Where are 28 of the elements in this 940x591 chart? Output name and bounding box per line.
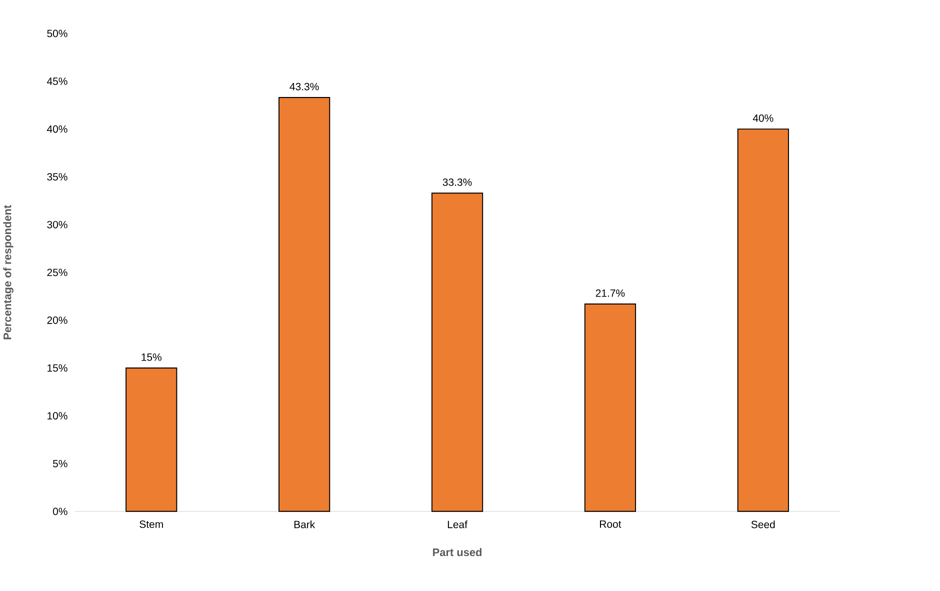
y-tick-label: 50% bbox=[47, 30, 68, 38]
bar bbox=[278, 97, 330, 512]
y-tick-label: 15% bbox=[48, 364, 68, 372]
bar bbox=[584, 304, 636, 512]
y-tick-label: 25% bbox=[47, 268, 68, 276]
y-tick-label: 20% bbox=[47, 316, 68, 324]
x-tick-label: Root bbox=[600, 520, 622, 528]
data-label: 43.3% bbox=[290, 83, 319, 90]
y-tick-label: 35% bbox=[47, 173, 68, 181]
y-axis-title: Percentage of respondent bbox=[3, 205, 14, 340]
bar bbox=[737, 128, 789, 512]
y-tick-label: 40% bbox=[46, 125, 68, 133]
y-tick-label: 30% bbox=[47, 221, 68, 228]
y-tick-label: 10% bbox=[48, 412, 68, 420]
x-tick-label: Stem bbox=[140, 520, 163, 528]
x-tick-label: Leaf bbox=[448, 520, 468, 528]
data-label: 33.3% bbox=[442, 178, 472, 186]
bar bbox=[431, 192, 484, 512]
x-tick-label: Seed bbox=[751, 520, 775, 528]
data-label: 21.7% bbox=[596, 290, 625, 297]
data-label: 15% bbox=[142, 354, 162, 361]
data-label: 40% bbox=[752, 114, 774, 122]
y-tick-label: 0% bbox=[52, 508, 68, 516]
x-tick-label: Bark bbox=[294, 520, 316, 528]
x-axis-title: Part used bbox=[433, 548, 482, 556]
y-tick-label: 5% bbox=[52, 460, 68, 468]
y-tick-label: 45% bbox=[46, 78, 68, 86]
bar bbox=[126, 368, 178, 512]
